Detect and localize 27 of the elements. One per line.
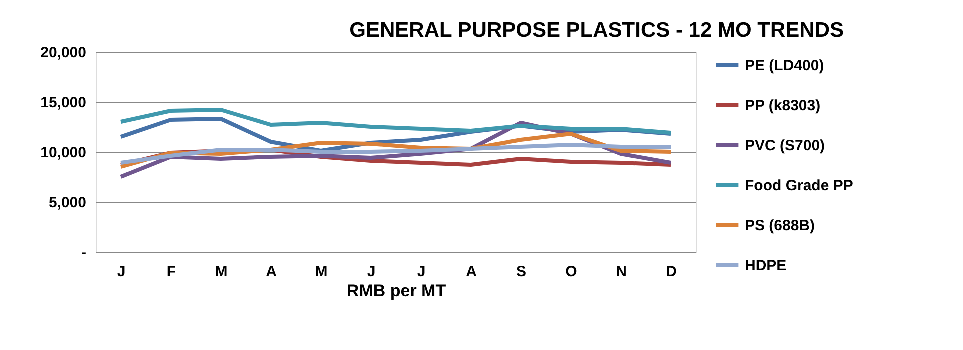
line-series bbox=[119, 108, 673, 135]
y-tick-label: 10,000 bbox=[40, 144, 86, 162]
x-tick-label: O bbox=[566, 264, 578, 280]
x-tick-label: S bbox=[516, 264, 527, 280]
legend-label: PP (k8303) bbox=[745, 98, 821, 114]
x-tick-label: N bbox=[616, 264, 627, 280]
x-tick-label: A bbox=[266, 264, 278, 280]
y-tick-label: 5,000 bbox=[48, 194, 86, 212]
legend-label: PVC (S700) bbox=[745, 138, 826, 154]
x-tick-label: J bbox=[417, 264, 426, 280]
legend-label: HDPE bbox=[745, 258, 787, 274]
x-tick-label: M bbox=[315, 264, 328, 280]
x-tick-label: D bbox=[666, 264, 678, 280]
x-tick-label: F bbox=[166, 264, 176, 280]
legend-label: Food Grade PP bbox=[745, 178, 854, 194]
x-tick-label: A bbox=[466, 264, 478, 280]
legend-label: PE (LD400) bbox=[745, 58, 824, 74]
x-tick-label: J bbox=[367, 264, 376, 280]
y-tick-label: 20,000 bbox=[40, 44, 86, 62]
x-tick-label: J bbox=[117, 264, 126, 280]
y-tick-label: 15,000 bbox=[40, 94, 86, 112]
legend-label: PS (688B) bbox=[745, 218, 816, 234]
x-tick-label: M bbox=[215, 264, 228, 280]
y-tick-label: - bbox=[82, 244, 86, 262]
chart-title: GENERAL PURPOSE PLASTICS - 12 MO TRENDS bbox=[350, 19, 844, 42]
line-series bbox=[119, 143, 673, 165]
x-axis-title: RMB per MT bbox=[346, 282, 447, 300]
